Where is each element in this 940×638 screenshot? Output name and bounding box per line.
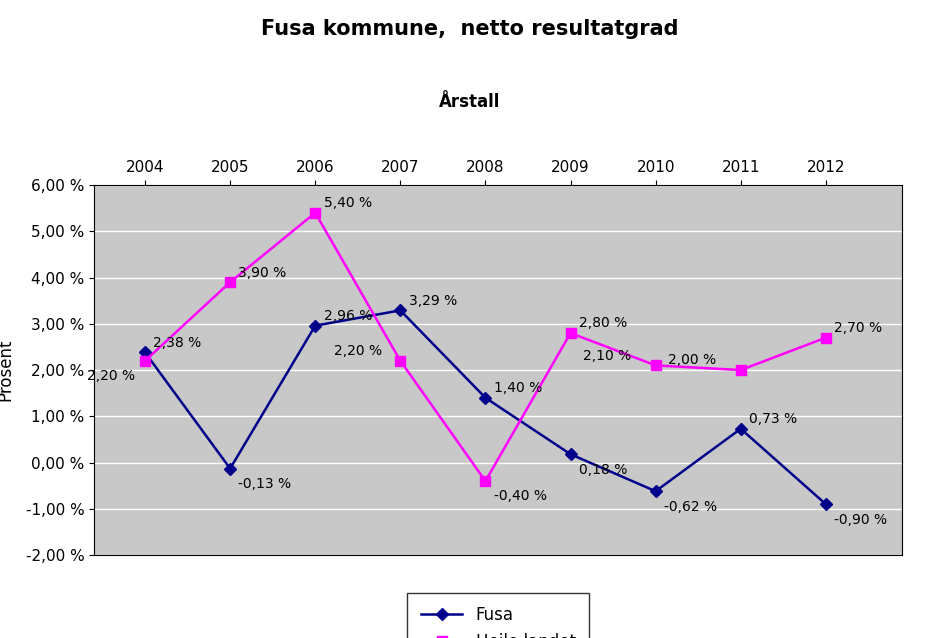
Heile landet — [479, 477, 491, 485]
Text: 2,96 %: 2,96 % — [323, 309, 372, 323]
Text: -0,90 %: -0,90 % — [834, 512, 887, 526]
Fusa — [821, 500, 832, 508]
Text: 2,38 %: 2,38 % — [153, 336, 202, 350]
Text: 5,40 %: 5,40 % — [323, 197, 371, 210]
Text: 3,29 %: 3,29 % — [409, 294, 457, 308]
Fusa — [735, 425, 746, 433]
Text: 2,70 %: 2,70 % — [834, 321, 883, 335]
Text: 2,00 %: 2,00 % — [668, 353, 716, 367]
Fusa — [309, 322, 321, 329]
Text: Fusa kommune,  netto resultatgrad: Fusa kommune, netto resultatgrad — [261, 19, 679, 39]
Text: 2,10 %: 2,10 % — [584, 349, 632, 363]
Fusa — [225, 464, 236, 472]
Heile landet — [735, 366, 746, 374]
Fusa — [650, 487, 661, 495]
Heile landet — [821, 334, 832, 341]
Text: -0,62 %: -0,62 % — [664, 500, 717, 514]
Heile landet — [650, 362, 661, 369]
Heile landet — [309, 209, 321, 217]
Text: 2,20 %: 2,20 % — [86, 369, 134, 383]
Text: Årstall: Årstall — [439, 93, 501, 111]
Line: Heile landet: Heile landet — [140, 208, 831, 486]
Legend: Fusa, Heile landet: Fusa, Heile landet — [407, 593, 589, 638]
Text: 0,73 %: 0,73 % — [749, 412, 797, 426]
Heile landet — [395, 357, 406, 365]
Fusa — [479, 394, 491, 402]
Text: 2,80 %: 2,80 % — [579, 316, 627, 330]
Fusa — [395, 306, 406, 314]
Text: 1,40 %: 1,40 % — [494, 382, 542, 395]
Text: 3,90 %: 3,90 % — [239, 265, 287, 279]
Text: 0,18 %: 0,18 % — [579, 463, 627, 477]
Y-axis label: Prosent: Prosent — [0, 339, 14, 401]
Line: Fusa: Fusa — [141, 306, 830, 508]
Heile landet — [139, 357, 150, 365]
Text: 2,20 %: 2,20 % — [334, 345, 382, 358]
Text: -0,40 %: -0,40 % — [494, 489, 547, 503]
Text: -0,13 %: -0,13 % — [239, 477, 291, 491]
Heile landet — [225, 278, 236, 286]
Heile landet — [565, 329, 576, 337]
Fusa — [565, 450, 576, 458]
Fusa — [139, 348, 150, 356]
